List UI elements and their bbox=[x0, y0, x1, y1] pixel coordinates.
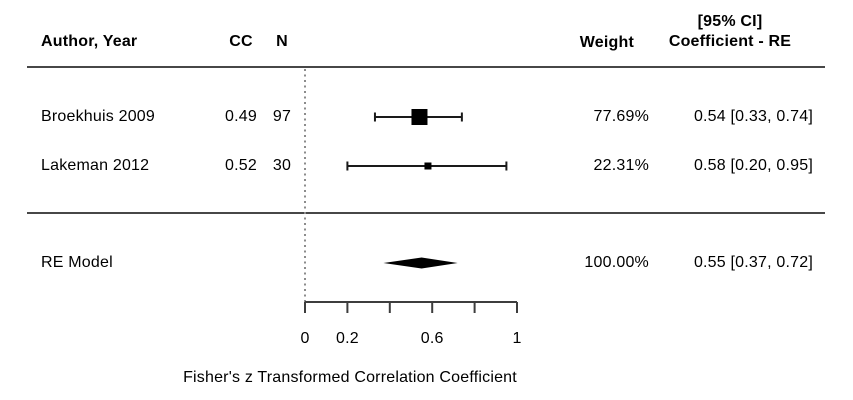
re-model-label: RE Model bbox=[41, 254, 113, 271]
col-header-cc: CC bbox=[229, 33, 253, 50]
summary-diamond bbox=[383, 257, 458, 269]
study-weight-value: 77.69% bbox=[593, 108, 649, 125]
study-cc-value: 0.52 bbox=[225, 157, 257, 174]
estimate-square-marker bbox=[411, 109, 428, 125]
col-header-ci-line2: Coefficient - RE bbox=[668, 33, 792, 50]
col-header-ci-line1: [95% CI] bbox=[697, 13, 763, 30]
col-header-weight: Weight bbox=[579, 34, 634, 51]
col-header-coefficient-ci: [95% CI] Coefficient - RE bbox=[654, 12, 806, 52]
zero-reference-line bbox=[304, 69, 306, 302]
summary-divider-line bbox=[27, 212, 825, 214]
estimate-square-marker bbox=[424, 162, 432, 170]
x-axis-title: Fisher's z Transformed Correlation Coeff… bbox=[183, 369, 517, 386]
x-axis-tick-label: 0 bbox=[300, 330, 309, 347]
re-model-estimate-ci: 0.55 [0.37, 0.72] bbox=[693, 254, 813, 271]
x-axis-tick-label: 0.2 bbox=[336, 330, 359, 347]
col-header-n: N bbox=[276, 33, 288, 50]
study-label: Broekhuis 2009 bbox=[41, 108, 155, 125]
x-axis-tick-label: 0.6 bbox=[421, 330, 444, 347]
re-model-weight-value: 100.00% bbox=[584, 254, 649, 271]
study-estimate-ci: 0.58 [0.20, 0.95] bbox=[693, 157, 813, 174]
col-header-author-year: Author, Year bbox=[41, 33, 138, 50]
study-n-value: 97 bbox=[272, 108, 292, 125]
x-axis-tick-label: 1 bbox=[512, 330, 521, 347]
study-cc-value: 0.49 bbox=[225, 108, 257, 125]
study-n-value: 30 bbox=[272, 157, 292, 174]
header-divider-line bbox=[27, 66, 825, 68]
study-label: Lakeman 2012 bbox=[41, 157, 150, 174]
study-estimate-ci: 0.54 [0.33, 0.74] bbox=[693, 108, 813, 125]
study-weight-value: 22.31% bbox=[593, 157, 649, 174]
